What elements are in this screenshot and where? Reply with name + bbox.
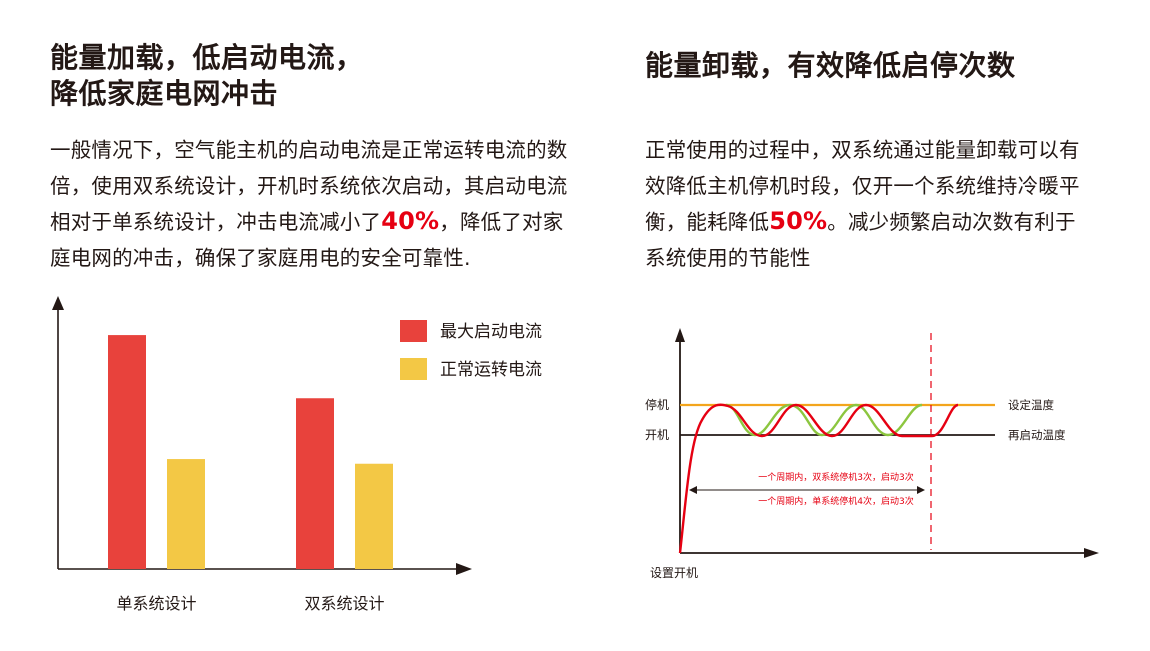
bar-1-1: [355, 463, 393, 569]
right-para-text-2: 。减少频繁启动次数有利于系统使用的节能性: [645, 210, 1076, 270]
single-annotation: 一个周期内，单系统停机4次，启动3次: [758, 495, 913, 507]
left-title: 能量加载，低启动电流， 降低家庭电网冲击: [50, 40, 590, 112]
left-para-highlight: 40%: [381, 207, 440, 235]
restart-temp-label: 再启动温度: [1008, 428, 1066, 442]
start-label: 开机: [645, 428, 669, 442]
right-paragraph: 正常使用的过程中，双系统通过能量卸载可以有效降低主机停机时段，仅开一个系统维持冷…: [645, 133, 1085, 276]
set-temp-label: 设定温度: [1008, 398, 1054, 412]
bar-0-0: [108, 335, 146, 569]
span-arrow-left: [689, 486, 697, 494]
legend-swatch-0: [400, 320, 427, 342]
right-para-text-1: 正常使用的过程中，双系统通过能量卸载可以有效降低主机停机时段，仅开一个系统维持冷…: [645, 138, 1080, 234]
right-title: 能量卸载，有效降低启停次数: [645, 49, 1016, 82]
left-title-line2: 降低家庭电网冲击: [50, 77, 279, 110]
y-axis-arrow: [52, 296, 64, 310]
x-axis-arrow: [1084, 548, 1099, 558]
left-para-text-1: 一般情况下，空气能主机的启动电流是正常运转电流的数倍，使用双系统设计，开机时系统…: [50, 138, 568, 234]
span-arrow-right: [917, 486, 925, 494]
x-tick-label-1: 双系统设计: [304, 594, 384, 613]
left-paragraph: 一般情况下，空气能主机的启动电流是正常运转电流的数倍，使用双系统设计，开机时系统…: [50, 133, 575, 276]
bar-1-0: [296, 398, 334, 569]
bar-0-1: [167, 459, 205, 569]
left-para-text-2: ，降低了对家庭电网的冲击，确保了家庭用电的安全可靠性.: [50, 210, 564, 270]
legend-label-1: 正常运转电流: [440, 360, 542, 380]
stop-label: 停机: [645, 397, 669, 412]
left-title-line1: 能量加载，低启动电流，: [50, 41, 364, 74]
x-tick-label-0: 单系统设计: [116, 594, 196, 613]
legend-swatch-1: [400, 358, 427, 380]
legend-label-0: 最大启动电流: [440, 322, 542, 342]
dual-annotation: 一个周期内，双系统停机3次，启动3次: [758, 471, 913, 483]
x-axis-arrow: [456, 563, 472, 575]
right-para-highlight: 50%: [769, 207, 828, 235]
y-axis-arrow: [675, 328, 685, 342]
x-origin-label: 设置开机: [650, 566, 698, 580]
single-system-curve: [678, 403, 959, 554]
